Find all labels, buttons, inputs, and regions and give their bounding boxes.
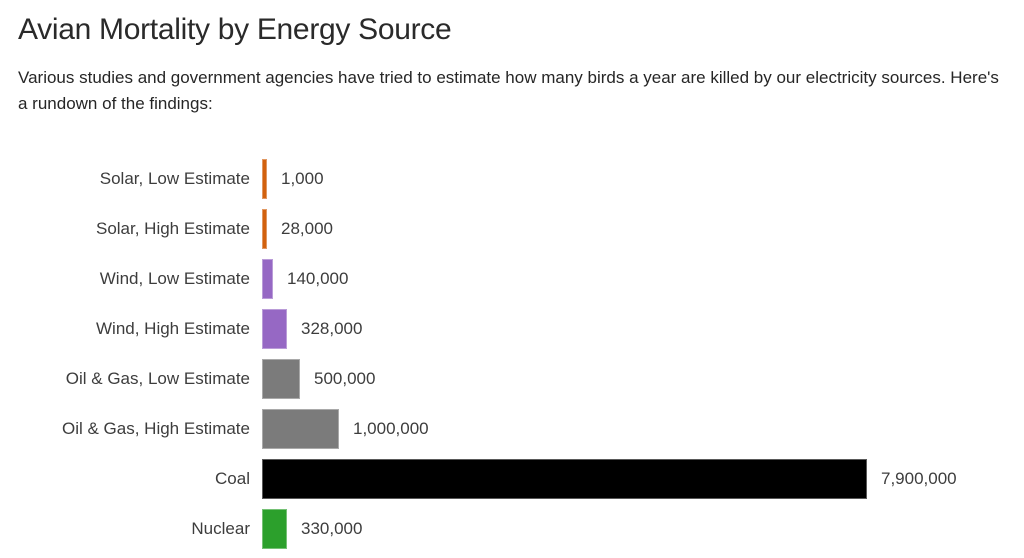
chart-row: Coal 7,900,000 xyxy=(18,459,1006,499)
value-label: 1,000,000 xyxy=(353,419,429,438)
category-label: Oil & Gas, Low Estimate xyxy=(65,369,250,388)
chart-row: Nuclear 330,000 xyxy=(18,509,1006,549)
chart-row: Wind, High Estimate 328,000 xyxy=(18,309,1006,349)
category-label: Oil & Gas, High Estimate xyxy=(61,419,250,438)
category-label: Coal xyxy=(215,469,250,488)
value-label: 500,000 xyxy=(314,369,376,388)
chart-row: Oil & Gas, Low Estimate 500,000 xyxy=(18,359,1006,399)
chart-subtitle: Various studies and government agencies … xyxy=(18,68,999,113)
chart-title: Avian Mortality by Energy Source xyxy=(18,13,452,46)
category-label: Wind, High Estimate xyxy=(96,319,250,338)
value-label: 330,000 xyxy=(301,519,363,538)
chart-row: Wind, Low Estimate 140,000 xyxy=(18,259,1006,299)
category-label: Solar, High Estimate xyxy=(95,219,250,238)
chart-row: Solar, Low Estimate 1,000 xyxy=(18,159,1006,199)
chart-row: Oil & Gas, High Estimate 1,000,000 xyxy=(18,409,1006,449)
category-label: Nuclear xyxy=(191,519,250,538)
value-label: 7,900,000 xyxy=(881,469,957,488)
bar xyxy=(262,259,273,299)
bar xyxy=(262,509,287,549)
bar xyxy=(262,309,287,349)
bar xyxy=(262,209,267,249)
bar xyxy=(262,409,339,449)
bar-chart: Solar, Low Estimate 1,000 Solar, High Esti… xyxy=(18,159,1006,549)
value-label: 28,000 xyxy=(281,219,333,238)
bar xyxy=(262,459,867,499)
value-label: 140,000 xyxy=(287,269,349,288)
value-label: 328,000 xyxy=(301,319,363,338)
bar xyxy=(262,159,267,199)
category-label: Wind, Low Estimate xyxy=(99,269,250,288)
category-label: Solar, Low Estimate xyxy=(99,169,250,188)
bar xyxy=(262,359,300,399)
chart-row: Solar, High Estimate 28,000 xyxy=(18,209,1006,249)
value-label: 1,000 xyxy=(281,169,324,188)
